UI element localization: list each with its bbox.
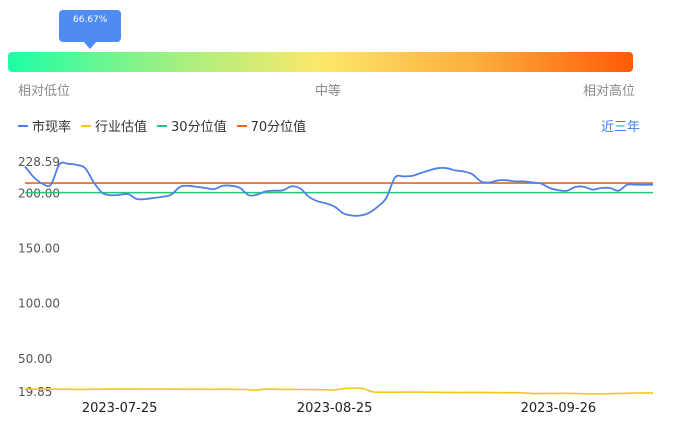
- legend-item-pcf[interactable]: 市现率: [18, 116, 71, 135]
- legend-swatch: [236, 124, 247, 127]
- series-industry-line: [24, 387, 653, 395]
- legend-item-industry[interactable]: 行业估值: [81, 116, 147, 135]
- series-pcf-line: [24, 161, 653, 217]
- gauge-label-low: 相对低位: [18, 84, 71, 99]
- legend-item-p70[interactable]: 70分位值: [236, 116, 307, 135]
- y-tick-label: 200.00: [18, 187, 60, 201]
- valuation-line-chart: 228.59 200.00 150.00 100.00 50.00 19.85 2023-0…: [18, 155, 653, 416]
- valuation-gauge: 66.67%: [8, 10, 633, 72]
- gauge-label-mid: 中等: [315, 84, 342, 99]
- x-tick-label: 2023-08-25: [297, 401, 373, 416]
- legend-label: 70分位值: [250, 120, 307, 135]
- legend-label: 30分位值: [171, 120, 227, 135]
- legend-label: 市现率: [32, 120, 72, 135]
- y-tick-label: 228.59: [18, 155, 60, 169]
- percentile-tooltip: 66.67%: [59, 10, 122, 42]
- x-tick-label: 2023-07-25: [82, 401, 158, 416]
- legend-label: 行业估值: [95, 120, 148, 135]
- legend-swatch: [81, 124, 92, 127]
- gauge-gradient-bar: [8, 52, 633, 72]
- chart-legend: 市现率 行业估值 30分位值 70分位值: [18, 116, 306, 135]
- x-tick-label: 2023-09-26: [521, 401, 597, 416]
- y-tick-label: 100.00: [18, 297, 60, 311]
- y-tick-label: 50.00: [18, 352, 52, 366]
- gauge-label-high: 相对高位: [583, 84, 636, 99]
- legend-item-p30[interactable]: 30分位值: [157, 116, 227, 135]
- y-tick-label: 19.85: [18, 385, 52, 399]
- time-range-selector[interactable]: 近三年: [600, 120, 640, 135]
- y-tick-label: 150.00: [18, 242, 60, 256]
- legend-swatch: [157, 124, 168, 127]
- legend-swatch: [18, 124, 28, 127]
